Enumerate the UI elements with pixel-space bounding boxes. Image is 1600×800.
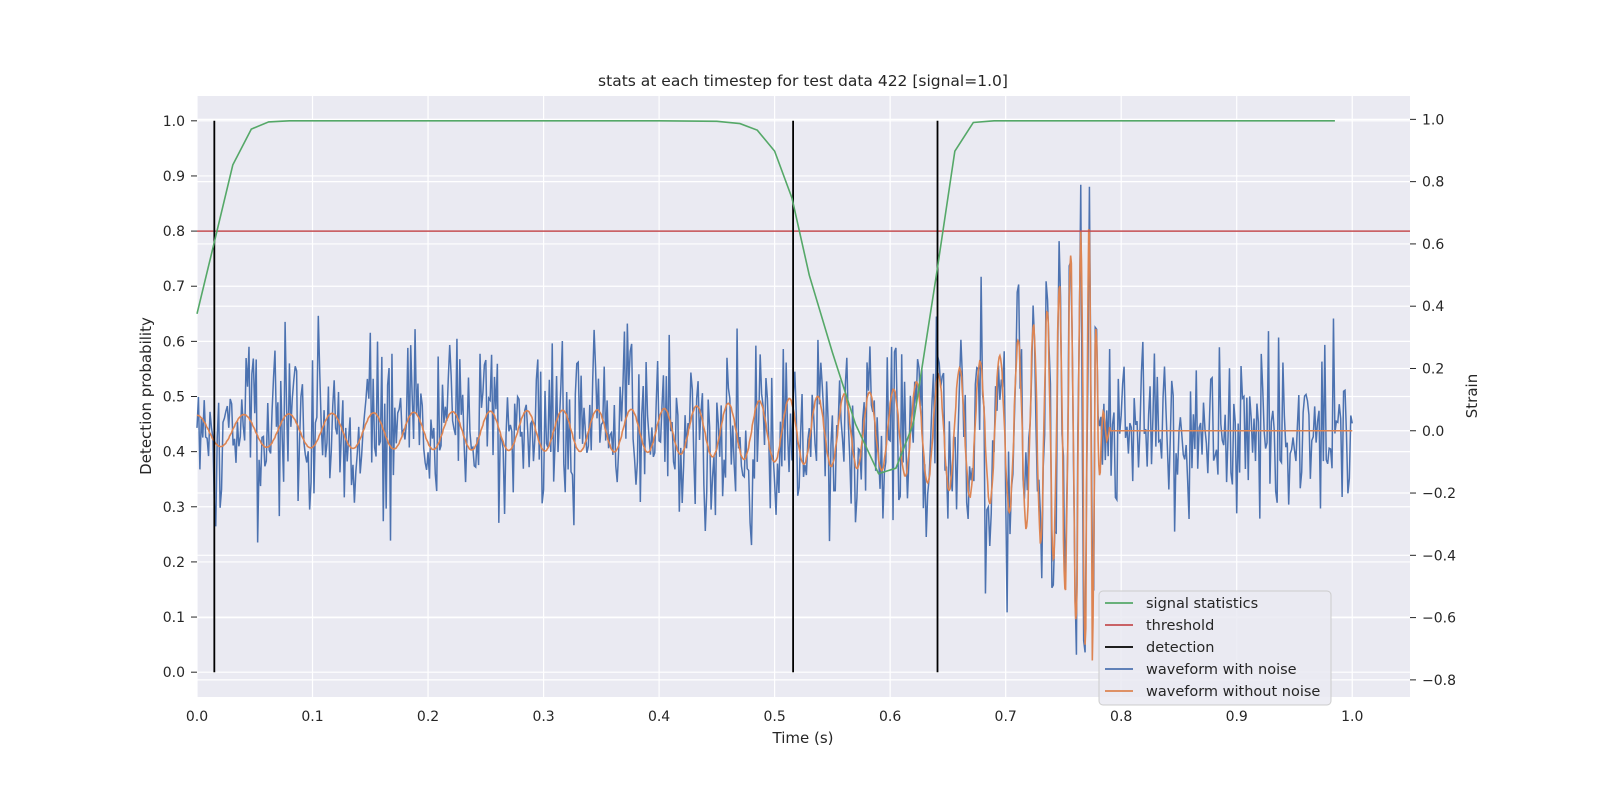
y-tick-label-right: 1.0 <box>1422 112 1444 128</box>
legend-box <box>1098 590 1332 706</box>
series-signal-statistics <box>196 120 1335 475</box>
y-tick-label-right: 0.4 <box>1422 299 1444 315</box>
x-tick-label: 0.5 <box>763 709 785 725</box>
legend: signal statistics threshold detection wavef… <box>1098 590 1332 706</box>
y-tick-label-right: 0.8 <box>1422 175 1444 191</box>
legend-label: waveform without noise <box>1146 684 1320 700</box>
y-tick-label-right: −0.8 <box>1422 673 1456 689</box>
x-tick-label: 0.1 <box>301 709 323 725</box>
y-tick-label-left: 0.2 <box>163 555 185 571</box>
y-tick-label-right: 0.6 <box>1422 237 1444 253</box>
y-tick-label-right: −0.4 <box>1422 548 1456 564</box>
y-tick-label-left: 0.3 <box>163 500 185 516</box>
x-tick-label: 0.3 <box>532 709 554 725</box>
x-tick-label: 0.2 <box>417 709 439 725</box>
y-tick-label-right: 0.0 <box>1422 424 1444 440</box>
series-waveform-with-noise <box>196 184 1353 655</box>
y-tick-label-left: 0.6 <box>163 334 185 350</box>
y-axis-label-right: Strain <box>1463 374 1481 418</box>
legend-label: detection <box>1146 640 1214 656</box>
legend-label: waveform with noise <box>1146 662 1297 678</box>
y-tick-label-left: 0.7 <box>163 279 185 295</box>
x-axis-label: Time (s) <box>772 729 834 747</box>
x-tick-label: 0.8 <box>1110 709 1132 725</box>
y-tick-label-left: 0.0 <box>163 665 185 681</box>
x-tick-label: 0.4 <box>648 709 670 725</box>
x-tick-label: 0.7 <box>995 709 1017 725</box>
x-tick-label: 0.0 <box>186 709 208 725</box>
y-tick-label-left: 0.4 <box>163 445 185 461</box>
x-tick-label: 0.9 <box>1226 709 1248 725</box>
y-tick-label-right: 0.2 <box>1422 361 1444 377</box>
x-tick-label: 0.6 <box>879 709 901 725</box>
series-layer <box>196 120 1410 673</box>
legend-label: threshold <box>1146 618 1214 634</box>
y-tick-label-right: −0.6 <box>1422 611 1456 627</box>
y-tick-label-left: 1.0 <box>163 114 185 130</box>
y-tick-label-left: 0.1 <box>163 610 185 626</box>
y-tick-label-right: −0.2 <box>1422 486 1456 502</box>
series-waveform-without-noise <box>196 228 1353 661</box>
y-tick-label-left: 0.5 <box>163 390 185 406</box>
chart-title: stats at each timestep for test data 422… <box>598 72 1008 90</box>
y-tick-label-left: 0.8 <box>163 224 185 240</box>
y-axis-label-left: Detection probability <box>137 317 155 475</box>
y-tick-label-left: 0.9 <box>163 169 185 185</box>
legend-label: signal statistics <box>1146 596 1258 612</box>
x-tick-label: 1.0 <box>1341 709 1363 725</box>
ticks: 0.0 0.1 0.2 0.3 0.4 0.5 0.6 0.7 0.8 0.9 1.0 0.0 0.1 0… <box>163 112 1456 725</box>
